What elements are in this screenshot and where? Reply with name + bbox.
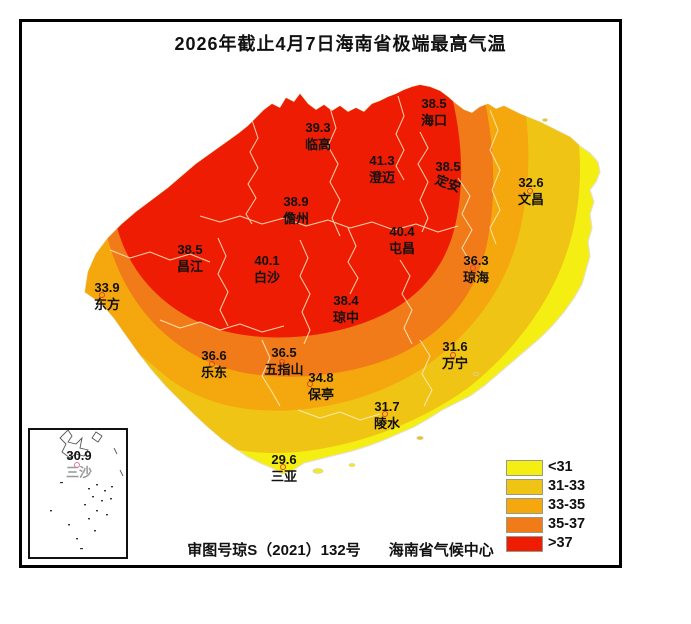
station-marker	[527, 188, 533, 194]
temperature-legend: <31 31-33 33-35 35-37 >37	[506, 459, 585, 554]
station-marker	[99, 292, 105, 298]
page-title: 2026年截止4月7日海南省极端最高气温	[174, 34, 507, 54]
legend-item: 35-37	[506, 516, 585, 533]
station-name: 澄迈	[368, 170, 396, 185]
station-label: 36.5 五指山	[264, 344, 303, 378]
legend-item: 31-33	[506, 478, 585, 495]
station-name: 文昌	[517, 192, 545, 207]
legend-label: 31-33	[548, 478, 586, 495]
station-value: 38.4	[333, 293, 359, 308]
station-name: 陵水	[373, 416, 401, 431]
legend-swatch	[506, 516, 543, 533]
legend-swatch	[506, 459, 543, 476]
station-label: 40.1 白沙	[254, 252, 280, 286]
station-label: 38.5 海口	[421, 95, 447, 129]
station-value: 29.6	[271, 452, 297, 467]
station-label: 30.9 三沙	[66, 447, 92, 481]
station-name: 白沙	[253, 270, 281, 285]
station-value: 31.7	[374, 399, 400, 414]
legend-label: 33-35	[548, 497, 586, 514]
station-label: 34.8 保亭	[308, 369, 334, 403]
station-value: 34.8	[308, 370, 334, 385]
station-value: 38.5	[435, 159, 461, 174]
station-name: 临高	[304, 137, 332, 152]
station-value: 36.5	[271, 345, 297, 360]
station-value: 38.5	[421, 96, 447, 111]
station-name: 琼海	[462, 270, 490, 285]
station-value: 30.9	[66, 448, 92, 463]
station-value: 32.6	[518, 175, 544, 190]
legend-swatch	[506, 478, 543, 495]
station-name: 保亭	[307, 387, 335, 402]
station-name: 三沙	[65, 465, 93, 480]
station-label: 38.5 定安	[433, 158, 463, 195]
legend-label: >37	[548, 535, 573, 552]
station-label: 40.4 屯昌	[389, 223, 415, 257]
station-name: 海口	[420, 113, 448, 128]
station-label: 31.7 陵水	[374, 398, 400, 432]
station-value: 40.4	[389, 224, 415, 239]
station-marker	[382, 411, 388, 417]
station-label: 36.3 琼海	[463, 252, 489, 286]
station-value: 36.3	[463, 253, 489, 268]
station-name: 屯昌	[388, 241, 416, 256]
station-label: 38.9 儋州	[283, 193, 309, 227]
station-name: 儋州	[282, 211, 310, 226]
station-value: 38.9	[283, 194, 309, 209]
station-marker	[209, 361, 215, 367]
offshore-islets	[312, 118, 548, 474]
station-marker	[280, 464, 286, 470]
county-boundaries	[109, 95, 501, 421]
legend-swatch	[506, 535, 543, 552]
station-label: 32.6 文昌	[518, 174, 544, 208]
station-label: 29.6 三亚	[271, 451, 297, 485]
legend-item: 33-35	[506, 497, 585, 514]
station-label: 38.4 琼中	[333, 292, 359, 326]
station-label: 36.6 乐东	[201, 347, 227, 381]
station-name: 乐东	[200, 365, 228, 380]
station-label: 33.9 东方	[94, 279, 120, 313]
inset-map-sansha	[28, 428, 128, 559]
station-value: 38.5	[177, 242, 203, 257]
station-label: 39.3 临高	[305, 119, 331, 153]
station-value: 39.3	[305, 120, 331, 135]
station-name: 琼中	[332, 310, 360, 325]
station-marker	[450, 352, 456, 358]
legend-item: <31	[506, 459, 585, 476]
legend-swatch	[506, 497, 543, 514]
station-value: 33.9	[94, 280, 120, 295]
station-value: 41.3	[369, 153, 395, 168]
map-footer: 审图号琼S（2021）132号 海南省气候中心	[19, 539, 622, 560]
legend-label: 35-37	[548, 516, 586, 533]
station-label: 38.5 昌江	[177, 241, 203, 275]
station-name: 五指山	[264, 362, 304, 377]
station-marker	[279, 359, 285, 365]
approval-number: 审图号琼S（2021）132号	[187, 542, 361, 559]
station-value: 36.6	[201, 348, 227, 363]
station-label: 41.3 澄迈	[369, 152, 395, 186]
station-value: 40.1	[254, 253, 280, 268]
station-label: 31.6 万宁	[442, 338, 468, 372]
station-value: 31.6	[442, 339, 468, 354]
legend-label: <31	[548, 459, 573, 476]
legend-item: >37	[506, 535, 585, 552]
station-name: 昌江	[176, 259, 204, 274]
station-marker	[74, 462, 80, 468]
station-marker	[470, 265, 476, 271]
map-frame	[19, 19, 622, 568]
inset-islands	[50, 430, 124, 550]
station-name: 东方	[93, 297, 121, 312]
agency-name: 海南省气候中心	[388, 542, 494, 559]
station-name: 三亚	[270, 469, 298, 484]
station-marker	[307, 381, 313, 387]
station-name: 万宁	[441, 356, 469, 371]
